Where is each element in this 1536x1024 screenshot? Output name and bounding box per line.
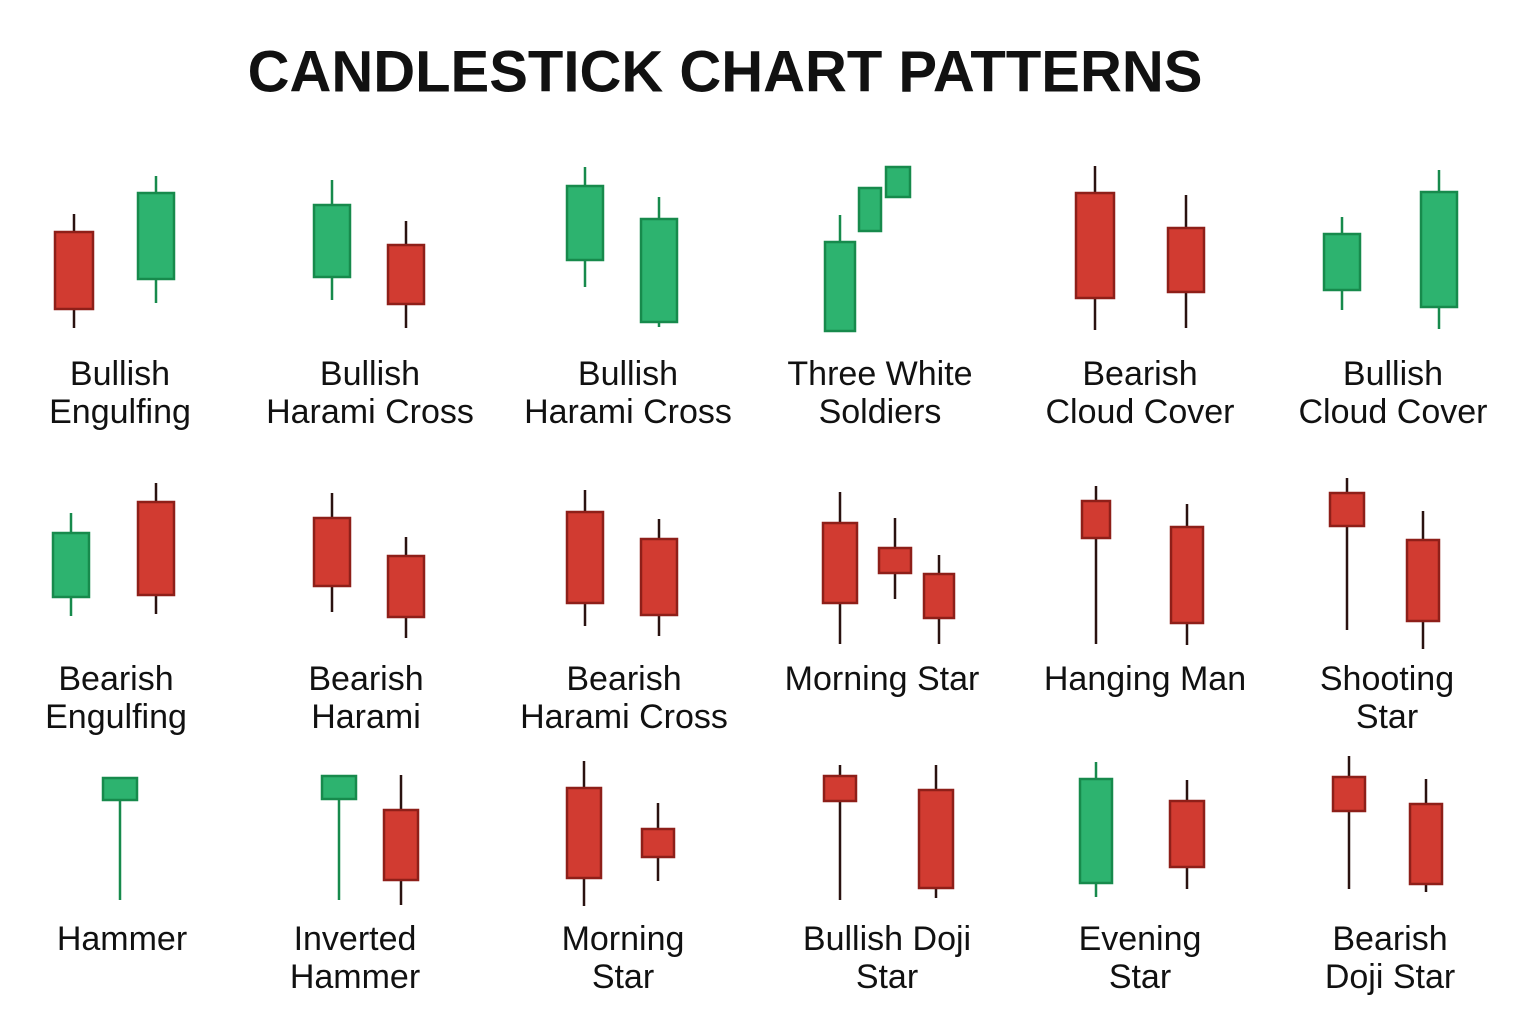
- candle-body: [312, 516, 352, 588]
- candle-body: [386, 243, 426, 306]
- pattern-label: Harami Cross: [520, 698, 728, 736]
- pattern-label: Cloud Cover: [1299, 393, 1488, 431]
- candle-body: [857, 186, 883, 233]
- candle-body: [320, 774, 358, 801]
- candle-body: [1408, 802, 1444, 886]
- candle-body: [1169, 525, 1205, 625]
- candle-body: [312, 203, 352, 279]
- pattern-label: Bearish: [566, 660, 681, 698]
- pattern-label: Bearish: [1332, 920, 1447, 958]
- pattern-label: Cloud Cover: [1046, 393, 1235, 431]
- candle-body: [51, 531, 91, 599]
- pattern-label: Harami: [311, 698, 421, 736]
- pattern-label: Morning Star: [785, 660, 980, 698]
- pattern-label: Harami Cross: [524, 393, 732, 431]
- candle-body: [53, 230, 95, 311]
- candle-body: [136, 500, 176, 597]
- pattern-label: Star: [592, 958, 654, 996]
- pattern-label: Engulfing: [49, 393, 191, 431]
- title: CANDLESTICK CHART PATTERNS: [248, 39, 1203, 104]
- pattern-label: Bullish Doji: [803, 920, 971, 958]
- pattern-label: Bearish: [1082, 355, 1197, 393]
- candle-body: [639, 537, 679, 617]
- pattern-label: Harami Cross: [266, 393, 474, 431]
- candle-body: [877, 546, 913, 575]
- candle-body: [1419, 190, 1459, 309]
- pattern-label: Three White: [787, 355, 972, 393]
- candle-body: [565, 184, 605, 262]
- candle-body: [823, 240, 857, 333]
- pattern-label: Inverted: [294, 920, 417, 958]
- pattern-label: Bullish: [578, 355, 678, 393]
- candle-body: [1328, 491, 1366, 528]
- candle-body: [565, 786, 603, 880]
- candle-body: [1322, 232, 1362, 292]
- candle-body: [821, 521, 859, 605]
- candle-body: [639, 217, 679, 324]
- pattern-label: Hammer: [290, 958, 420, 996]
- candle-body: [382, 808, 420, 882]
- pattern-label: Star: [856, 958, 918, 996]
- pattern-label: Engulfing: [45, 698, 187, 736]
- pattern-label: Morning: [562, 920, 685, 958]
- pattern-label: Evening: [1079, 920, 1202, 958]
- candle-body: [640, 827, 676, 859]
- candle-body: [1405, 538, 1441, 623]
- pattern-label: Bullish: [320, 355, 420, 393]
- candle-body: [1074, 191, 1116, 300]
- pattern-label: Doji Star: [1325, 958, 1455, 996]
- candle-body: [1080, 499, 1112, 540]
- pattern-label: Shooting: [1320, 660, 1454, 698]
- pattern-label: Hammer: [57, 920, 187, 958]
- candle-body: [101, 776, 139, 802]
- pattern-label: Star: [1356, 698, 1418, 736]
- candle-body: [922, 572, 956, 620]
- pattern-label: Bearish: [58, 660, 173, 698]
- candle-body: [1331, 775, 1367, 813]
- pattern-label: Soldiers: [819, 393, 942, 431]
- pattern-label: Bullish: [1343, 355, 1443, 393]
- pattern-label: Star: [1109, 958, 1171, 996]
- pattern-label: Bullish: [70, 355, 170, 393]
- candle-body: [917, 788, 955, 890]
- candle-body: [1166, 226, 1206, 294]
- pattern-label: Hanging Man: [1044, 660, 1246, 698]
- candle-body: [884, 165, 912, 199]
- candle-body: [822, 774, 858, 803]
- candle-body: [1168, 799, 1206, 869]
- candle-body: [386, 554, 426, 619]
- candle-body: [1078, 777, 1114, 885]
- candle-body: [136, 191, 176, 281]
- candle-body: [565, 510, 605, 605]
- pattern-label: Bearish: [308, 660, 423, 698]
